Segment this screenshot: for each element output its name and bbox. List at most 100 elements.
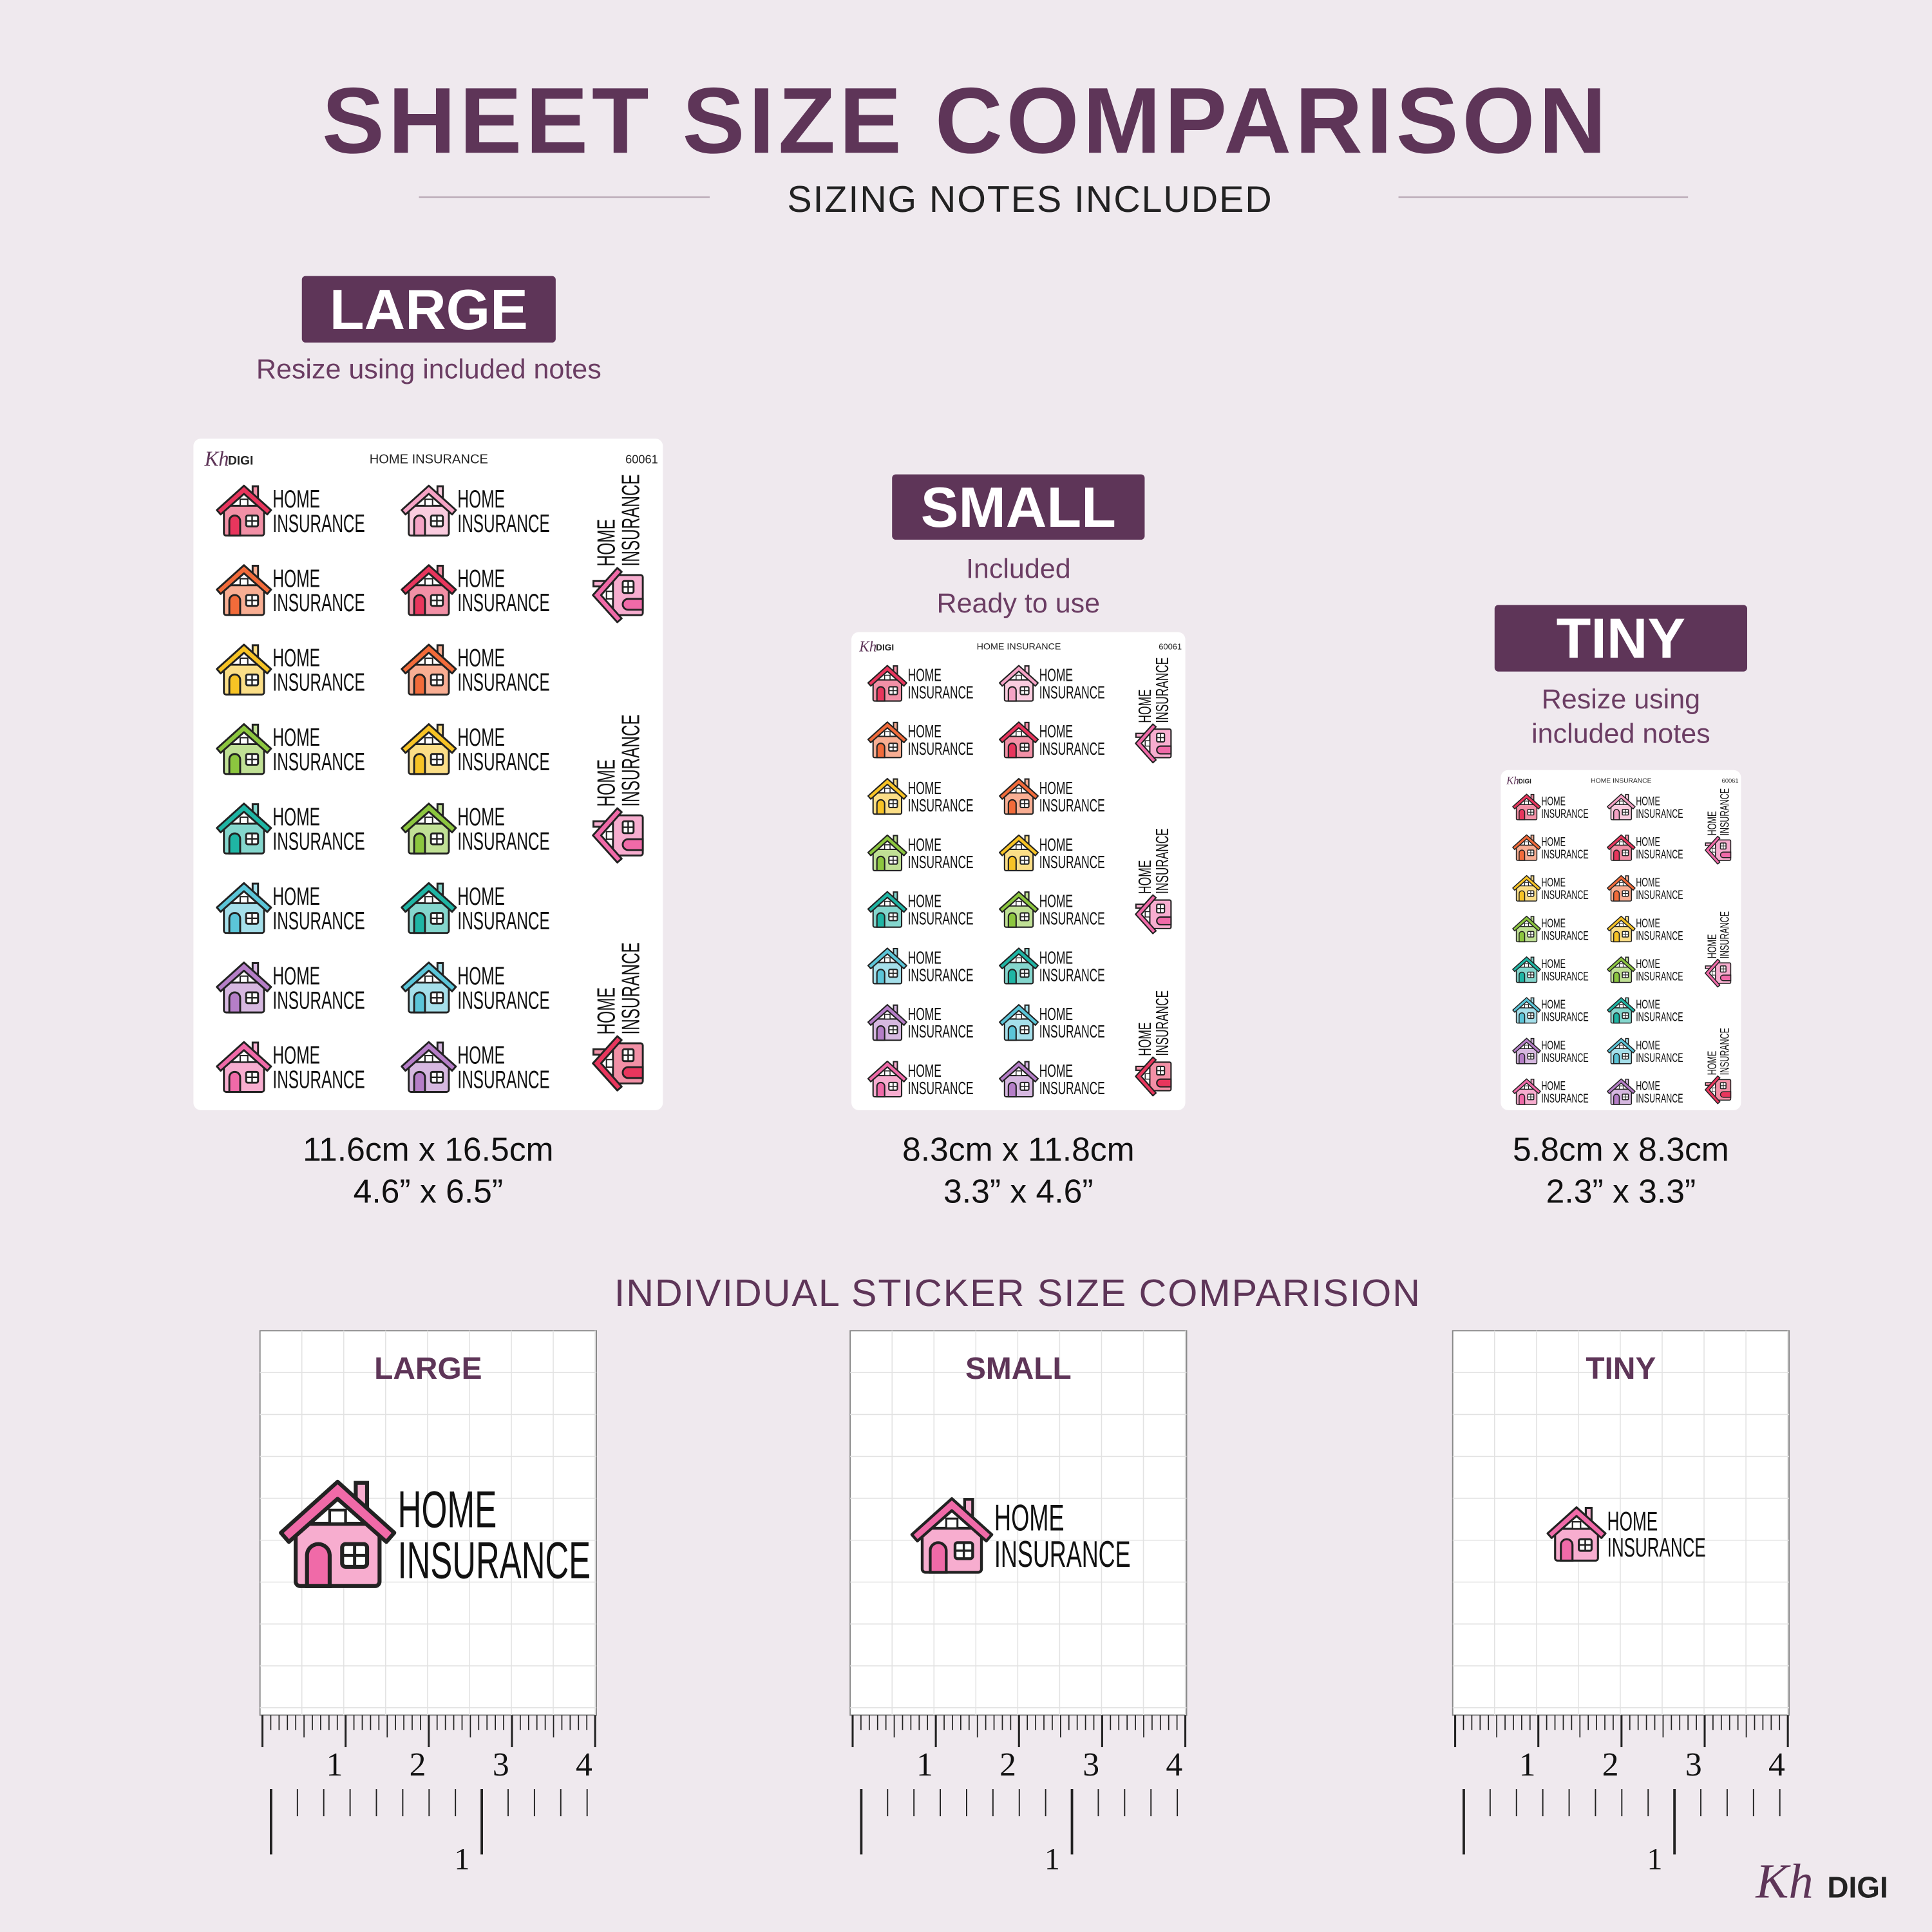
title: SHEET SIZE COMPARISON	[322, 68, 1610, 173]
house-icon	[216, 961, 272, 1014]
roof	[401, 882, 457, 913]
window	[1618, 800, 1624, 805]
roof	[216, 484, 272, 516]
door	[1719, 851, 1732, 858]
house-icon	[1705, 835, 1732, 865]
window-cross	[1622, 931, 1629, 937]
window-cross	[1528, 850, 1534, 856]
house-icon	[1607, 956, 1636, 983]
roof	[1607, 956, 1636, 972]
sticker-word: INSURANCE	[1718, 911, 1732, 958]
sticker-word: INSURANCE	[1541, 1051, 1588, 1065]
sticker-word: HOME	[1541, 957, 1566, 971]
window-cross	[342, 1544, 367, 1567]
sticker-word: HOME	[1135, 689, 1155, 723]
house-icon	[216, 723, 272, 775]
sticker-word: HOME	[272, 962, 320, 990]
roof	[1135, 894, 1157, 934]
window-cross	[431, 594, 443, 606]
window	[1144, 1073, 1151, 1080]
sticker-word: HOME	[457, 804, 505, 831]
size-badge-label: SMALL	[921, 475, 1116, 539]
sticker-word: INSURANCE	[1636, 969, 1683, 983]
panel-label: LARGE	[374, 1352, 482, 1386]
door	[1719, 974, 1732, 981]
ruler-number: 2	[1602, 1747, 1619, 1783]
window	[945, 1517, 959, 1530]
sticker-word: INSURANCE	[1039, 965, 1105, 985]
window	[884, 1070, 891, 1076]
sticker-word: HOME	[1039, 665, 1073, 685]
house-icon	[401, 484, 457, 537]
dimension: 3.3” x 4.6”	[943, 1172, 1093, 1209]
window	[1016, 844, 1022, 850]
house-icon	[999, 834, 1039, 871]
door	[413, 753, 426, 775]
sticker-word: INSURANCE	[457, 510, 549, 538]
door	[305, 1542, 332, 1588]
size-note: Included	[966, 553, 1071, 584]
door	[1519, 1094, 1526, 1105]
subtitle: SIZING NOTES INCLUDED	[787, 179, 1273, 220]
sticker-word: HOME	[1039, 891, 1073, 911]
size-note: Ready to use	[937, 588, 1101, 619]
house-icon	[1607, 793, 1636, 820]
roof	[999, 777, 1039, 800]
window	[884, 731, 891, 737]
door	[929, 1541, 948, 1574]
roof	[1135, 1056, 1157, 1097]
house-icon	[279, 1479, 397, 1588]
sticker-word: HOME	[1705, 811, 1719, 836]
size-badge-label: LARGE	[330, 278, 528, 341]
window-cross	[1528, 1012, 1534, 1019]
sticker-word: HOME	[1135, 1022, 1155, 1056]
roof	[1512, 834, 1541, 850]
sticker-word: HOME	[1541, 835, 1566, 849]
door	[1519, 1053, 1526, 1065]
size-badge	[301, 276, 556, 343]
sticker-word: HOME	[1039, 947, 1073, 967]
sticker-word: INSURANCE	[1718, 788, 1732, 835]
ruler-number: 3	[1083, 1747, 1099, 1783]
sticker-word: INSURANCE	[1152, 990, 1172, 1056]
house-icon	[999, 891, 1039, 928]
roof	[910, 1497, 994, 1543]
door	[228, 1070, 242, 1093]
sticker-word: INSURANCE	[272, 669, 365, 697]
window	[239, 896, 249, 904]
door	[1613, 890, 1620, 902]
house-icon	[1512, 834, 1541, 861]
window-cross	[246, 1072, 258, 1083]
sticker-word: INSURANCE	[272, 589, 365, 617]
door	[1613, 809, 1620, 820]
window-cross	[889, 743, 898, 752]
roof	[1512, 1037, 1541, 1054]
window-cross	[1157, 1066, 1165, 1075]
roof	[999, 1060, 1039, 1083]
window	[1524, 1045, 1530, 1049]
sticker-word: INSURANCE	[994, 1534, 1131, 1575]
window-cross	[246, 515, 258, 527]
window-cross	[1528, 809, 1534, 815]
roof	[999, 834, 1039, 857]
roof	[401, 802, 457, 833]
window	[884, 1014, 891, 1020]
sticker-word: HOME	[1039, 1061, 1073, 1081]
roof	[999, 721, 1039, 744]
house-icon	[999, 665, 1039, 702]
sticker-word: INSURANCE	[1541, 1092, 1588, 1106]
roof	[401, 1041, 457, 1072]
window	[1524, 963, 1530, 968]
sheet-title: HOME INSURANCE	[370, 452, 488, 466]
sticker-word: HOME	[1039, 835, 1073, 855]
door	[1007, 1081, 1017, 1098]
ruler-number: 1	[455, 1842, 470, 1876]
size-note: included notes	[1531, 719, 1710, 750]
door	[621, 1066, 644, 1079]
roof	[216, 802, 272, 833]
house-icon	[401, 723, 457, 775]
house-icon	[999, 1060, 1039, 1098]
sticker-word: INSURANCE	[1039, 682, 1105, 702]
door	[1519, 1012, 1526, 1024]
